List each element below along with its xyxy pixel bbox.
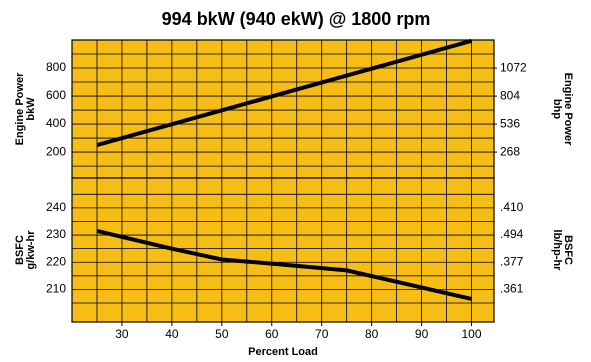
y-axis-label: BSFC [14,235,26,265]
plot-background [72,178,494,322]
y-tick-label: 800 [46,60,66,74]
y-tick-label: 200 [46,144,66,158]
plot-background [72,40,494,178]
y-tick-label: 230 [46,227,66,241]
plot-frame [71,177,495,323]
x-tick-label: 40 [165,327,179,341]
y2-axis-label: BSFC [562,235,574,265]
x-tick-label: 90 [415,327,429,341]
y2-axis-label: lb/hp-hr [551,230,563,272]
y-tick-label: 210 [46,282,66,296]
y-axis-label: bkW [25,97,37,121]
x-tick-label: 70 [315,327,329,341]
y2-tick-label: .377 [500,254,524,268]
x-axis-label: Percent Load [248,346,318,358]
x-tick-label: 50 [215,327,229,341]
y2-tick-label: .410 [500,200,524,214]
y-tick-label: 240 [46,200,66,214]
y-tick-label: 220 [46,254,66,268]
y-tick-label: 600 [46,88,66,102]
y2-tick-label: 804 [500,88,520,102]
y-axis-label: g/kw-hr [25,230,37,270]
x-tick-label: 100 [462,327,482,341]
y2-tick-label: .361 [500,282,524,296]
y-tick-label: 400 [46,116,66,130]
y2-tick-label: .494 [500,227,524,241]
y2-tick-label: 1072 [500,60,527,74]
y-axis-label: Engine Power [14,72,26,145]
y2-axis-label: Engine Power [562,73,574,146]
x-tick-label: 60 [265,327,279,341]
data-line [96,229,472,301]
x-tick-label: 30 [115,327,129,341]
chart-title: 994 bkW (940 ekW) @ 1800 rpm [162,9,431,29]
x-tick-label: 80 [365,327,379,341]
y2-tick-label: 536 [500,116,520,130]
y2-tick-label: 268 [500,144,520,158]
data-line [96,38,473,148]
y2-axis-label: bhp [551,99,563,119]
